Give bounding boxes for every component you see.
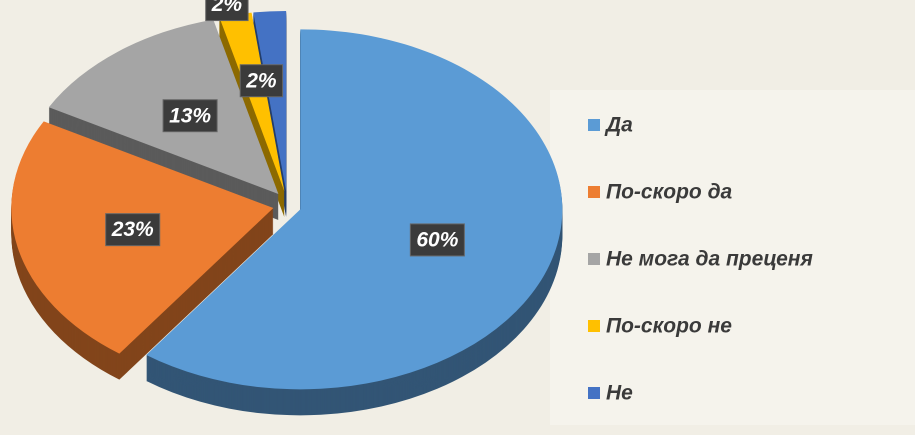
legend-swatch — [588, 387, 600, 399]
legend-swatch — [588, 186, 600, 198]
legend-panel — [550, 90, 915, 425]
value-label-box — [205, 0, 249, 22]
value-label-bg — [205, 0, 249, 22]
value-label-box — [409, 223, 465, 257]
value-label-box — [162, 99, 218, 133]
value-label: 2% — [245, 69, 277, 92]
legend-label: По-скоро да — [606, 181, 733, 204]
value-label-box — [239, 64, 284, 98]
value-label: 60% — [416, 228, 458, 251]
value-label: 2% — [211, 0, 243, 16]
slice — [146, 29, 563, 390]
slice — [253, 11, 287, 192]
legend-label: По-скоро не — [606, 315, 732, 338]
value-label-bg — [105, 213, 161, 247]
value-label-bg — [409, 223, 465, 257]
value-label-bg — [239, 64, 284, 98]
value-label-box — [105, 213, 161, 247]
legend-swatch — [588, 320, 600, 332]
legend-label: Не мога да преценя — [606, 248, 813, 271]
legend-label: Да — [604, 114, 633, 137]
slice — [219, 12, 285, 192]
value-label-bg — [162, 99, 218, 133]
value-label: 23% — [111, 218, 154, 241]
value-label: 13% — [169, 104, 211, 127]
legend-swatch — [588, 253, 600, 265]
legend-label: Не — [606, 382, 633, 405]
legend-swatch — [588, 119, 600, 131]
